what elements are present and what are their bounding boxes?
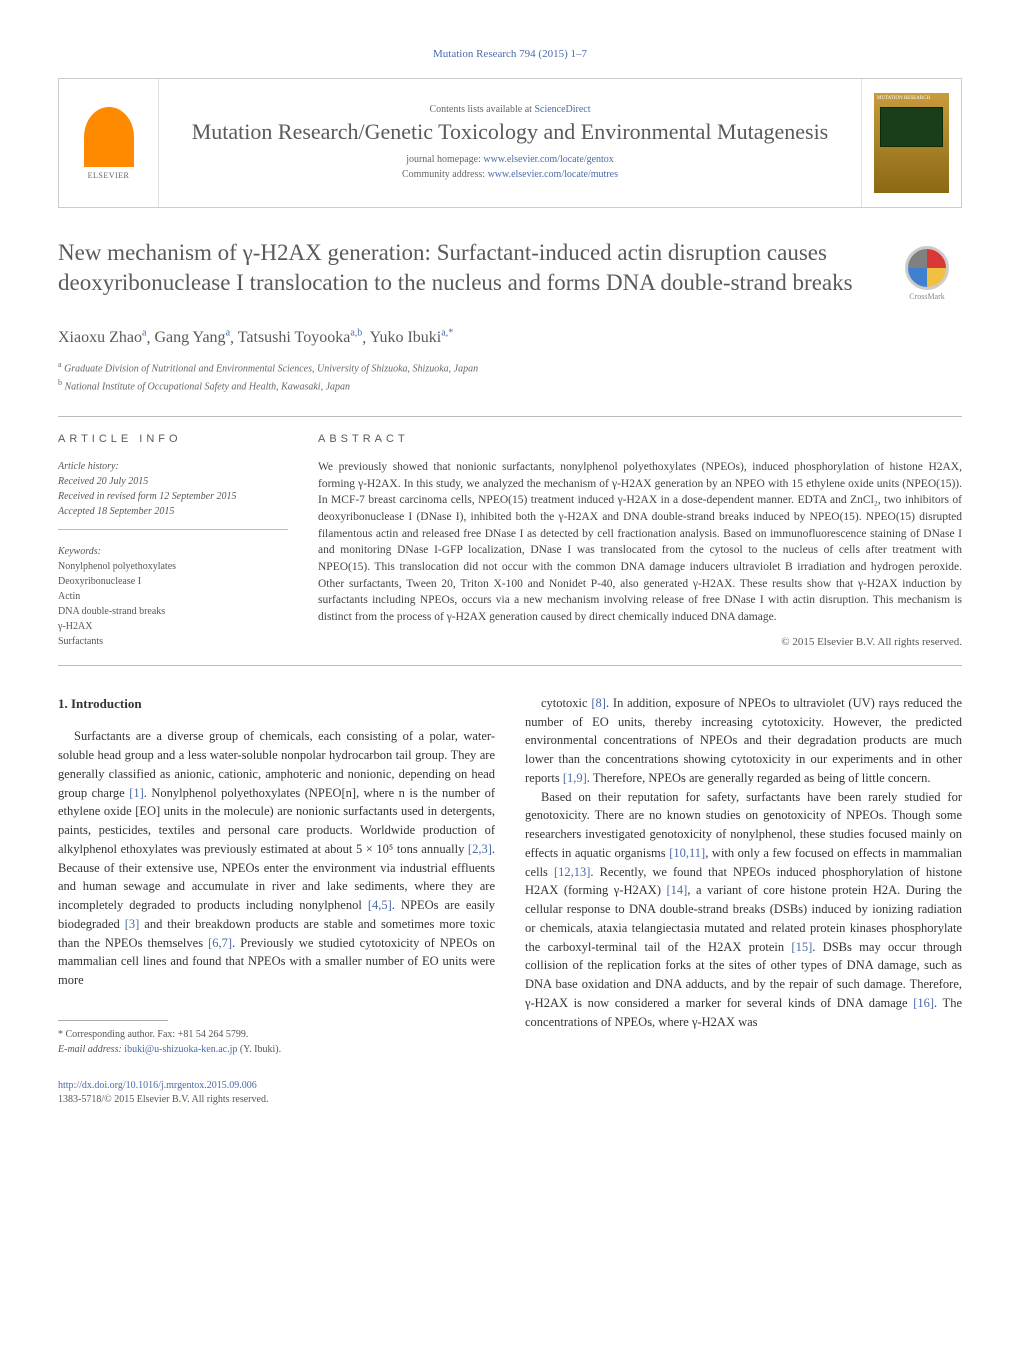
cover-image-placeholder <box>880 107 943 147</box>
crossmark-icon <box>905 246 949 290</box>
accepted-date: Accepted 18 September 2015 <box>58 506 174 517</box>
abstract-block: ABSTRACT We previously showed that nonio… <box>318 433 962 649</box>
email-suffix: (Y. Ibuki). <box>237 1044 281 1055</box>
received-date: Received 20 July 2015 <box>58 476 148 487</box>
doi-link[interactable]: http://dx.doi.org/10.1016/j.mrgentox.201… <box>58 1080 257 1091</box>
elsevier-tree-icon <box>84 107 134 167</box>
homepage-label: journal homepage: <box>406 154 483 165</box>
abstract-copyright: © 2015 Elsevier B.V. All rights reserved… <box>318 636 962 648</box>
keyword-2: Deoxyribonuclease I <box>58 576 141 587</box>
author-1: Xiaoxu Zhaoa <box>58 329 146 346</box>
journal-cover-box: MUTATION RESEARCH <box>861 79 961 207</box>
affiliation-a: a Graduate Division of Nutritional and E… <box>58 359 962 376</box>
affiliation-b: b National Institute of Occupational Saf… <box>58 377 962 394</box>
section-1-heading: 1. Introduction <box>58 694 495 714</box>
publisher-logo-box: ELSEVIER <box>59 79 159 207</box>
abstract-text: We previously showed that nonionic surfa… <box>318 459 962 626</box>
article-info-heading: ARTICLE INFO <box>58 433 288 445</box>
journal-cover-thumbnail: MUTATION RESEARCH <box>874 93 949 193</box>
divider-bottom <box>58 665 962 666</box>
author-2: Gang Yanga <box>154 329 230 346</box>
article-title: New mechanism of γ-H2AX generation: Surf… <box>58 238 892 298</box>
author-list: Xiaoxu Zhaoa, Gang Yanga, Tatsushi Toyoo… <box>58 328 962 347</box>
abstract-heading: ABSTRACT <box>318 433 962 445</box>
email-label: E-mail address: <box>58 1044 124 1055</box>
column-right: cytotoxic [8]. In addition, exposure of … <box>525 694 962 1107</box>
elsevier-label: ELSEVIER <box>88 171 130 180</box>
keyword-1: Nonylphenol polyethoxylates <box>58 561 176 572</box>
affiliation-list: a Graduate Division of Nutritional and E… <box>58 359 962 394</box>
article-info-block: ARTICLE INFO Article history: Received 2… <box>58 433 288 649</box>
running-header: Mutation Research 794 (2015) 1–7 <box>58 48 962 60</box>
issn-copyright-line: 1383-5718/© 2015 Elsevier B.V. All right… <box>58 1094 268 1105</box>
masthead-center: Contents lists available at ScienceDirec… <box>159 79 861 207</box>
sciencedirect-link[interactable]: ScienceDirect <box>534 104 590 115</box>
corresponding-author-note: * Corresponding author. Fax: +81 54 264 … <box>58 1027 495 1042</box>
author-3: Tatsushi Toyookaa,b <box>238 329 363 346</box>
keyword-3: Actin <box>58 591 80 602</box>
keyword-6: Surfactants <box>58 636 103 647</box>
keywords-label: Keywords: <box>58 544 288 559</box>
journal-masthead: ELSEVIER Contents lists available at Sci… <box>58 78 962 208</box>
corresponding-email-link[interactable]: ibuki@u-shizuoka-ken.ac.jp <box>124 1044 237 1055</box>
footnote-rule <box>58 1020 168 1021</box>
history-label: Article history: <box>58 461 119 472</box>
community-label: Community address: <box>402 169 488 180</box>
revised-date: Received in revised form 12 September 20… <box>58 491 236 502</box>
column-left: 1. Introduction Surfactants are a divers… <box>58 694 495 1107</box>
keywords-block: Keywords: Nonylphenol polyethoxylates De… <box>58 534 288 649</box>
crossmark-label: CrossMark <box>909 292 945 301</box>
footnotes: * Corresponding author. Fax: +81 54 264 … <box>58 1027 495 1057</box>
contents-list-line: Contents lists available at ScienceDirec… <box>171 104 849 115</box>
elsevier-logo: ELSEVIER <box>74 98 144 188</box>
crossmark-badge[interactable]: CrossMark <box>892 238 962 308</box>
intro-p1: Surfactants are a diverse group of chemi… <box>58 727 495 990</box>
body-two-column: 1. Introduction Surfactants are a divers… <box>58 694 962 1107</box>
intro-p2: cytotoxic [8]. In addition, exposure of … <box>525 694 962 788</box>
intro-p3: Based on their reputation for safety, su… <box>525 788 962 1032</box>
homepage-link[interactable]: www.elsevier.com/locate/gentox <box>483 154 613 165</box>
cover-label: MUTATION RESEARCH <box>874 93 949 105</box>
doi-block: http://dx.doi.org/10.1016/j.mrgentox.201… <box>58 1079 495 1107</box>
article-history: Article history: Received 20 July 2015 R… <box>58 459 288 530</box>
contents-prefix: Contents lists available at <box>429 104 534 115</box>
community-link[interactable]: www.elsevier.com/locate/mutres <box>488 169 618 180</box>
email-line: E-mail address: ibuki@u-shizuoka-ken.ac.… <box>58 1042 495 1057</box>
keyword-5: γ-H2AX <box>58 621 92 632</box>
journal-title: Mutation Research/Genetic Toxicology and… <box>171 119 849 145</box>
journal-links: journal homepage: www.elsevier.com/locat… <box>171 152 849 182</box>
keyword-4: DNA double-strand breaks <box>58 606 165 617</box>
author-4: Yuko Ibukia,* <box>370 329 454 346</box>
